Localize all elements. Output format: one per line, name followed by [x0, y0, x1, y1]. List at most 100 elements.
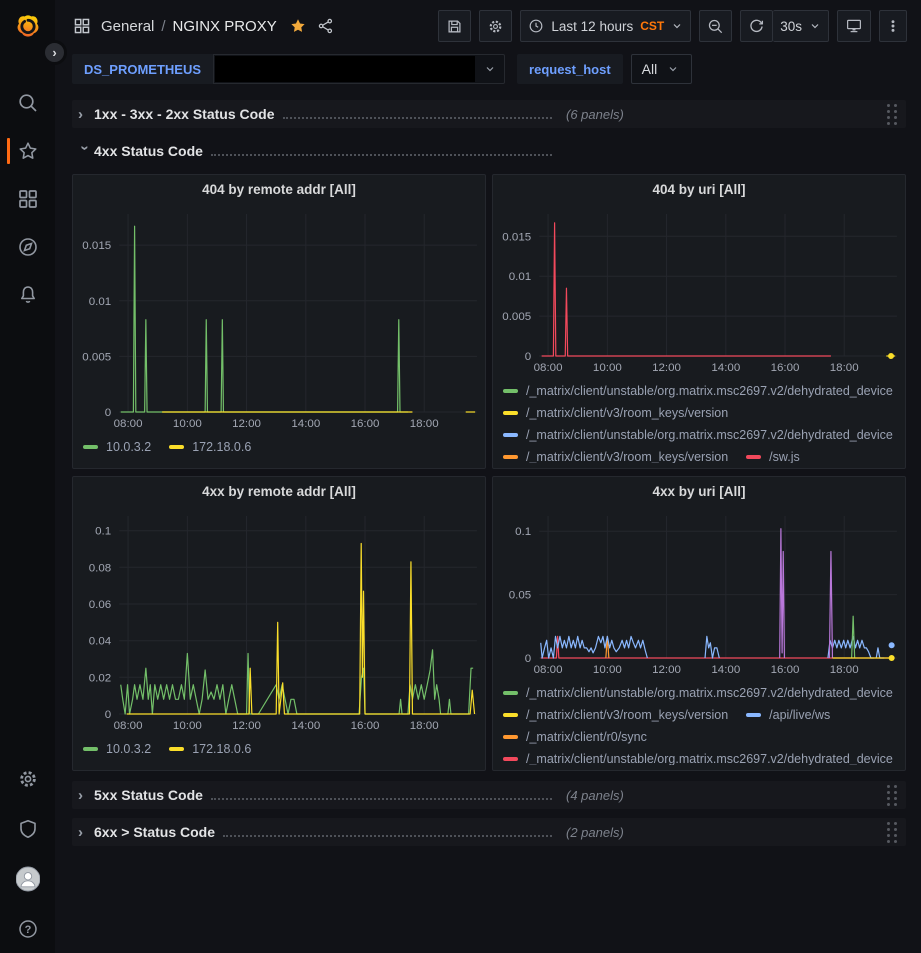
legend-item[interactable]: /_matrix/client/v3/room_keys/version — [503, 449, 728, 463]
panel-legend: /_matrix/client/unstable/org.matrix.msc2… — [493, 685, 905, 765]
x-axis-tick-label: 08:00 — [114, 720, 143, 732]
legend-item[interactable]: /_matrix/client/v3/room_keys/version — [503, 707, 728, 723]
chart-canvas[interactable]: 0 0.02 0.04 0.06 0.08 0.1 08:00 10:00 12:00 14:00… — [73, 506, 485, 734]
variable-request-host: request_host All — [517, 54, 693, 84]
series-point-marker — [888, 353, 895, 359]
sidebar-expand-toggle[interactable]: › — [42, 40, 67, 65]
row-1xx-3xx-2xx[interactable]: › 1xx - 3xx - 2xx Status Code (6 panels) — [72, 100, 906, 128]
y-axis-tick-label: 0 — [105, 709, 111, 721]
navbar: General / NGINX PROXY — [55, 0, 921, 52]
legend-item[interactable]: /_matrix/client/unstable/org.matrix.msc2… — [503, 685, 893, 701]
panel-title[interactable]: 404 by uri [All] — [652, 182, 746, 197]
chevron-down-icon — [811, 24, 819, 29]
series-line — [540, 635, 648, 659]
chart-canvas[interactable]: 0 0.005 0.01 0.015 08:00 10:00 12:00 14:00 16:00… — [493, 204, 905, 376]
panel-title[interactable]: 404 by remote addr [All] — [202, 182, 356, 197]
chart-canvas[interactable]: 0 0.005 0.01 0.015 08:00 10:00 12:00 14:00 16:00… — [73, 204, 485, 432]
x-axis-tick-label: 18:00 — [830, 362, 859, 374]
legend-item[interactable]: /sw.js — [746, 449, 800, 463]
legend-item[interactable]: 10.0.3.2 — [83, 741, 151, 757]
x-axis-tick-label: 10:00 — [593, 664, 622, 676]
legend-item[interactable]: 172.18.0.6 — [169, 439, 251, 455]
legend-item[interactable]: 10.0.3.2 — [83, 439, 151, 455]
zoom-out-button[interactable] — [699, 10, 733, 42]
legend-item[interactable]: /_matrix/client/v3/room_keys/version — [503, 405, 728, 421]
variable-datasource-dropdown[interactable] — [213, 54, 506, 84]
x-axis-tick-label: 14:00 — [711, 362, 740, 374]
tv-mode-button[interactable] — [837, 10, 871, 42]
y-axis-tick-label: 0.005 — [502, 311, 531, 323]
variable-request-host-dropdown[interactable]: All — [630, 54, 693, 84]
legend-swatch — [503, 713, 518, 717]
legend-swatch — [503, 411, 518, 415]
row-drag-handle[interactable] — [885, 820, 900, 845]
panel-404-by-remote-addr: 404 by remote addr [All] 0 0.005 0.01 0.015… — [72, 174, 486, 469]
legend-item[interactable]: /api/live/ws — [746, 707, 830, 723]
row-drag-handle[interactable] — [885, 783, 900, 808]
y-axis-tick-label: 0 — [105, 407, 111, 419]
share-icon[interactable] — [317, 17, 335, 35]
shield-icon[interactable] — [16, 817, 40, 841]
series-line — [540, 635, 895, 659]
time-range-picker[interactable]: Last 12 hours CST — [520, 10, 692, 42]
row-drag-handle[interactable] — [885, 102, 900, 127]
search-icon[interactable] — [16, 91, 40, 115]
y-axis-tick-label: 0.04 — [89, 636, 112, 648]
row-header-left: › 1xx - 3xx - 2xx Status Code — [78, 106, 552, 123]
dashboard-settings-button[interactable] — [479, 10, 513, 42]
x-axis-tick-label: 18:00 — [830, 664, 859, 676]
sidebar-item-alerting[interactable] — [16, 283, 40, 307]
save-dashboard-button[interactable] — [438, 10, 472, 42]
legend-swatch — [503, 455, 518, 459]
refresh-button[interactable] — [740, 10, 774, 42]
dashboard-title[interactable]: NGINX PROXY — [172, 17, 277, 35]
chevron-down-icon — [673, 24, 681, 29]
dashboard-canvas: › 1xx - 3xx - 2xx Status Code (6 panels)… — [55, 94, 921, 953]
panel-legend: 10.0.3.2 172.18.0.6 — [73, 741, 485, 767]
panel-plot: 0 0.005 0.01 0.015 08:00 10:00 12:00 14:00 16:00… — [493, 204, 905, 381]
legend-swatch — [746, 455, 762, 459]
kebab-menu-button[interactable] — [879, 10, 907, 42]
panel-grid: 404 by remote addr [All] 0 0.005 0.01 0.015… — [72, 174, 906, 771]
row-5xx[interactable]: › 5xx Status Code (4 panels) — [72, 781, 906, 809]
row-title: 1xx - 3xx - 2xx Status Code — [94, 106, 275, 122]
user-avatar[interactable] — [15, 866, 40, 892]
row-6xx[interactable]: › 6xx > Status Code (2 panels) — [72, 818, 906, 846]
chevron-down-icon — [659, 63, 687, 75]
legend-item[interactable]: /_matrix/client/unstable/org.matrix.msc2… — [503, 383, 893, 399]
chart-canvas[interactable]: 0 0.05 0.1 08:00 10:00 12:00 14:00 16:00 18:00 — [493, 506, 905, 678]
grafana-logo[interactable] — [14, 13, 42, 41]
star-filled-icon[interactable] — [289, 17, 307, 35]
refresh-interval-dropdown[interactable]: 30s — [773, 10, 829, 42]
row-header-left: › 4xx Status Code — [77, 143, 552, 160]
panel-title[interactable]: 4xx by uri [All] — [652, 484, 746, 499]
legend-item[interactable]: /_matrix/client/unstable/org.matrix.msc2… — [503, 427, 893, 443]
y-axis-tick-label: 0.01 — [89, 296, 111, 308]
row-title: 4xx Status Code — [94, 143, 203, 159]
row-title: 6xx > Status Code — [94, 824, 215, 840]
sidebar-item-dashboards[interactable] — [16, 187, 40, 211]
row-dotted-leader — [210, 791, 552, 800]
gear-icon[interactable] — [16, 767, 40, 791]
apps-grid-icon[interactable] — [73, 17, 91, 35]
legend-item[interactable]: 172.18.0.6 — [169, 741, 251, 757]
row-collapse-icon: › — [78, 823, 83, 841]
y-axis-tick-label: 0.05 — [509, 590, 531, 602]
breadcrumb-folder[interactable]: General — [101, 17, 155, 35]
sidebar-item-explore[interactable] — [16, 235, 40, 259]
panel-legend: 10.0.3.2 172.18.0.6 — [73, 439, 485, 465]
panel-plot: 0 0.05 0.1 08:00 10:00 12:00 14:00 16:00 18:00 — [493, 506, 905, 683]
row-4xx[interactable]: › 4xx Status Code — [72, 137, 906, 165]
row-collapse-icon: › — [78, 105, 83, 123]
variable-datasource-label[interactable]: DS_PROMETHEUS — [72, 54, 214, 84]
sidebar-item-starred[interactable] — [6, 138, 40, 164]
legend-item[interactable]: /_matrix/client/unstable/org.matrix.msc2… — [503, 751, 893, 765]
help-icon[interactable]: ? — [16, 917, 40, 941]
legend-label: /sw.js — [769, 450, 800, 463]
legend-item[interactable]: /_matrix/client/r0/sync — [503, 729, 647, 745]
row-collapse-icon: › — [78, 786, 83, 804]
panel-title[interactable]: 4xx by remote addr [All] — [202, 484, 356, 499]
time-range-label: Last 12 hours — [551, 18, 634, 34]
variable-request-host-label[interactable]: request_host — [517, 54, 623, 84]
sidebar-bottom-group: ? — [15, 767, 40, 941]
